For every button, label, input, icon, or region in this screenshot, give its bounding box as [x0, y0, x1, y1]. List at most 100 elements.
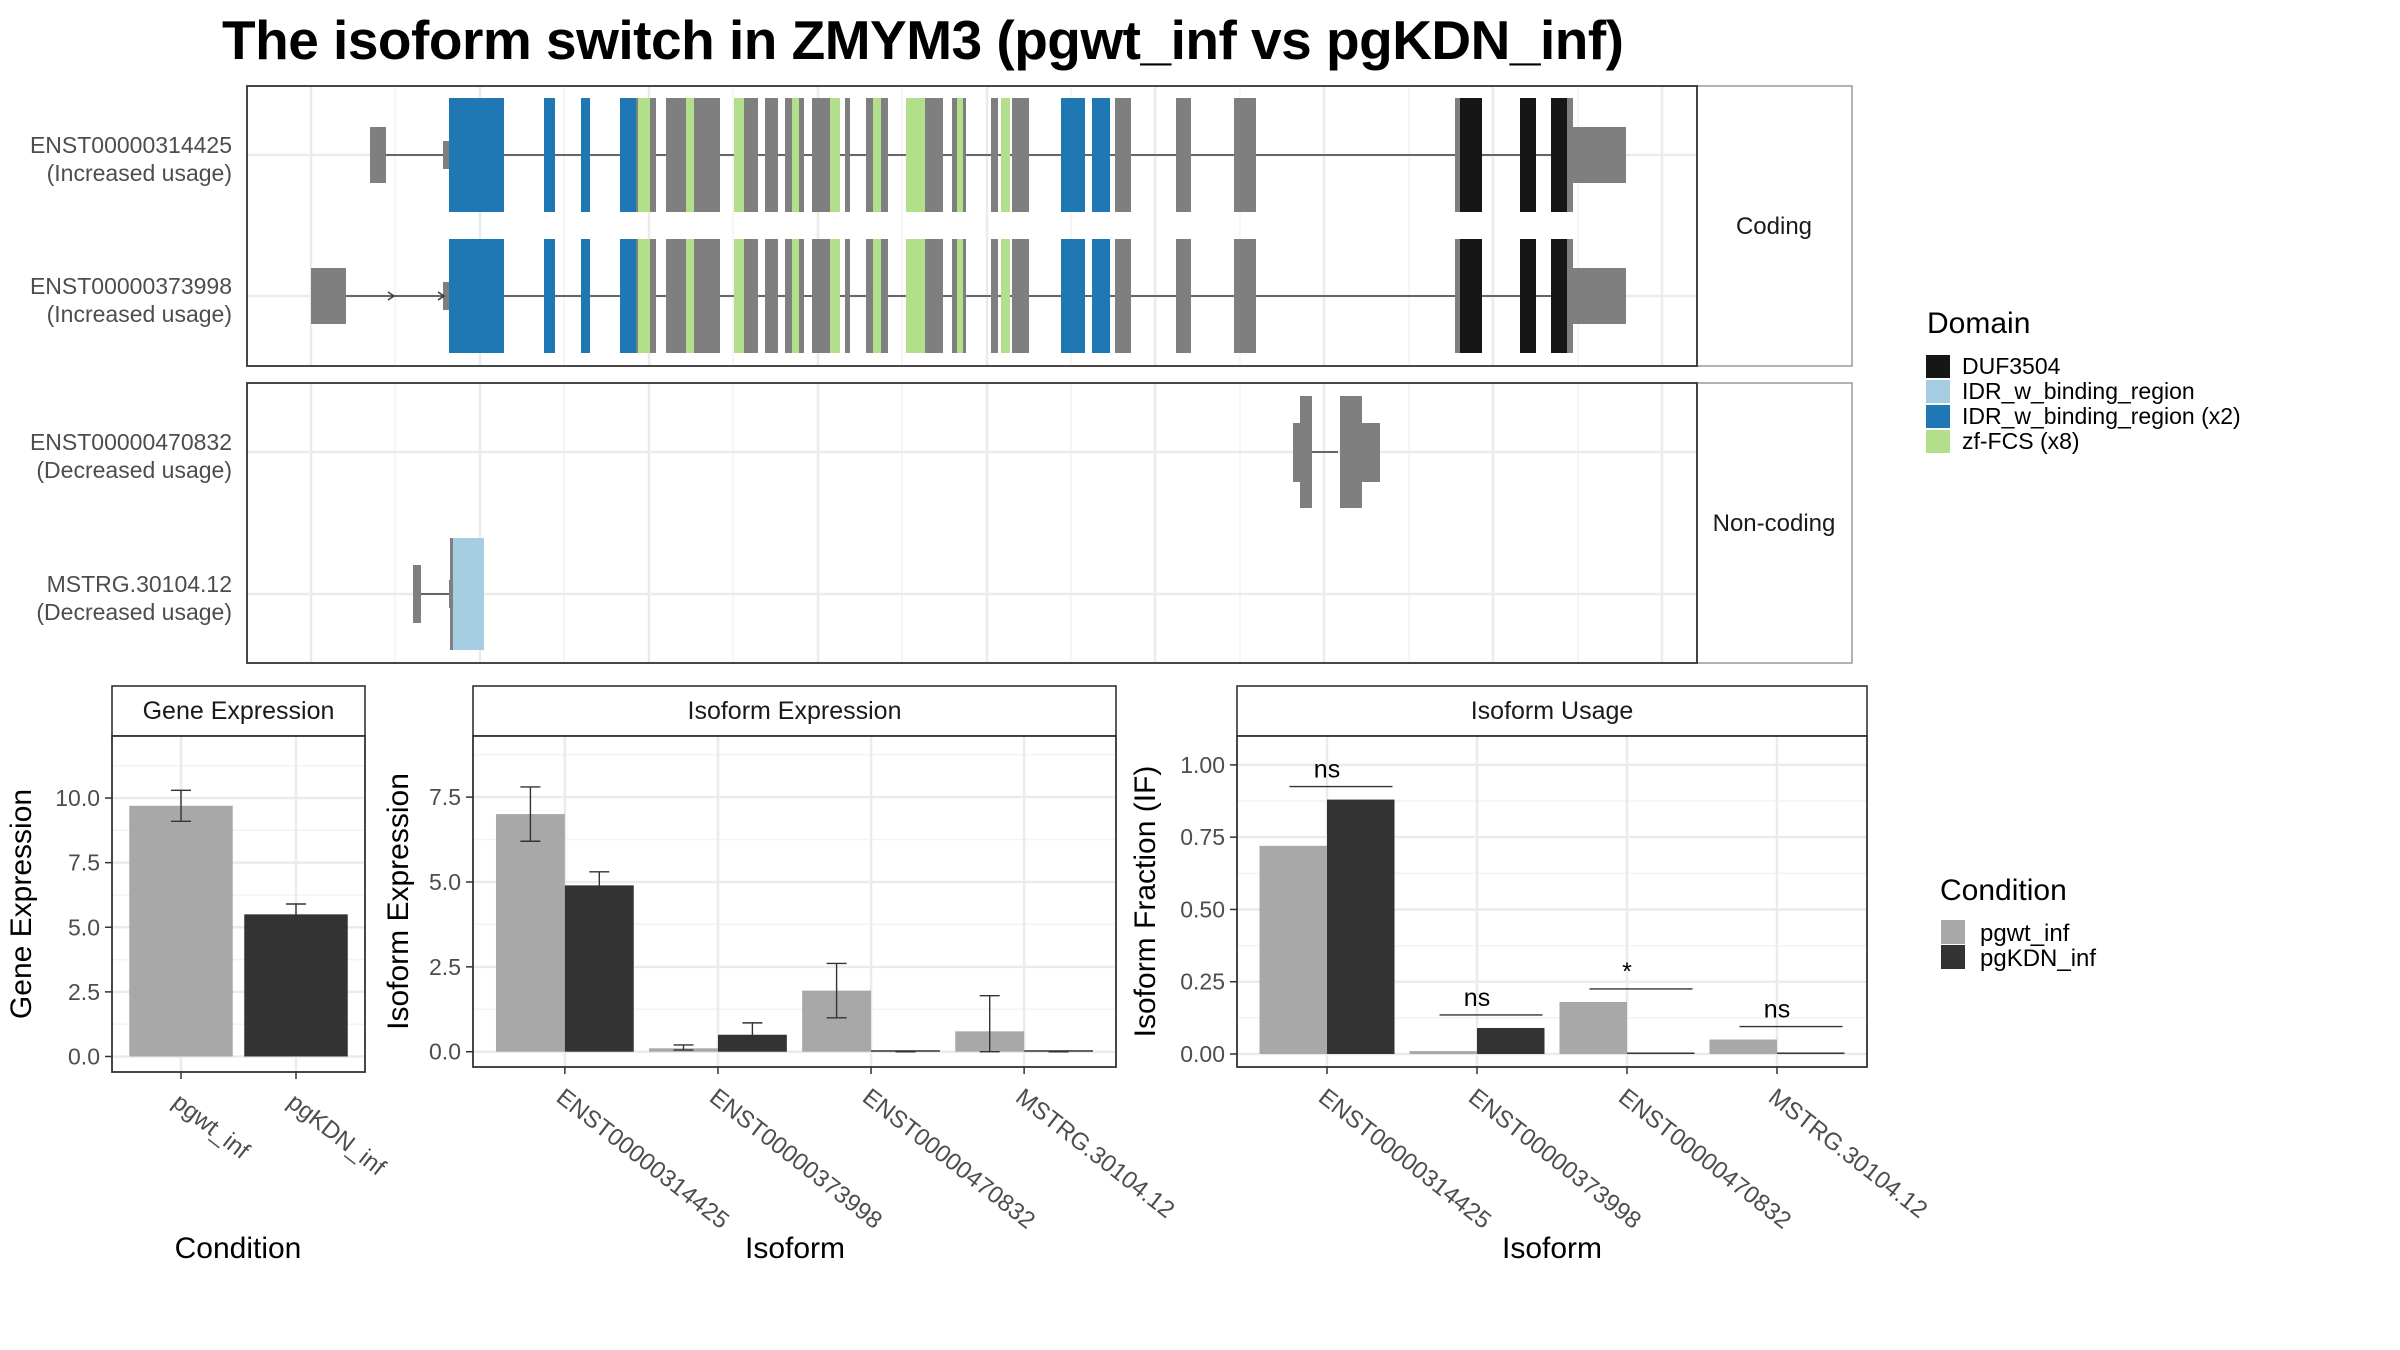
coding-exon: [797, 98, 804, 212]
x-tick-label: pgwt_inf: [167, 1088, 254, 1165]
transcript-usage-label: (Decreased usage): [36, 599, 232, 625]
domain-zf-fcs: [1001, 98, 1010, 212]
legend-label: IDR_w_binding_region: [1962, 378, 2195, 404]
transcript-id-label: ENST00000314425: [30, 132, 232, 158]
coding-exon: [694, 239, 720, 353]
y-tick-label: 0.00: [1180, 1041, 1225, 1067]
domain-idr-x2: [620, 239, 636, 353]
bar: [1477, 1027, 1545, 1054]
coding-exon: [926, 98, 943, 212]
domain-zf-fcs: [830, 239, 840, 353]
y-tick-label: 0.25: [1180, 969, 1225, 995]
noncoding-exon: [1340, 396, 1380, 508]
coding-exon: [742, 239, 758, 353]
y-tick-label: 0.50: [1180, 896, 1225, 922]
facet-strip: [1696, 382, 1853, 664]
coding-exon: [845, 239, 850, 353]
facet-strip-label: Non-coding: [1713, 510, 1836, 537]
bar: [564, 885, 634, 1052]
bar: [1627, 1052, 1695, 1054]
domain-zf-fcs: [873, 239, 881, 353]
utr-exon: [370, 127, 386, 183]
domain-zf-fcs: [873, 98, 881, 212]
domain-idr-x2: [544, 239, 555, 353]
noncoding-exon: [450, 538, 453, 650]
legend-label: IDR_w_binding_region (x2): [1962, 403, 2241, 429]
domain-zf-fcs: [638, 98, 650, 212]
domain-zf-fcs: [792, 239, 799, 353]
coding-exon: [1176, 98, 1191, 212]
x-tick-label: pgKDN_inf: [282, 1088, 390, 1181]
utr-exon: [1573, 127, 1626, 183]
domain-idr-x2: [1092, 239, 1110, 353]
domain-zf-fcs: [957, 98, 963, 212]
coding-exon: [1234, 98, 1256, 212]
x-tick-label: MSTRG.30104.12: [1010, 1083, 1179, 1223]
coding-exon: [765, 239, 778, 353]
coding-exon: [666, 239, 686, 353]
transcript-model: [1293, 396, 1380, 508]
y-tick-label: 0.0: [68, 1043, 100, 1069]
legend-label: zf-FCS (x8): [1962, 428, 2080, 454]
domain-zf-fcs: [686, 239, 694, 353]
legend-swatch: [1926, 405, 1950, 428]
y-tick-label: 2.5: [429, 954, 461, 980]
y-tick-label: 0.0: [429, 1039, 461, 1065]
facet-strip-label: Isoform Usage: [1471, 697, 1634, 725]
bar: [1327, 799, 1395, 1054]
facet-strip-label: Coding: [1736, 213, 1812, 240]
utr-exon: [443, 282, 450, 310]
coding-exon: [1012, 239, 1018, 353]
domain-zf-fcs: [906, 98, 925, 212]
y-axis-title: Gene Expression: [5, 789, 38, 1019]
transcript-id-label: ENST00000470832: [30, 429, 232, 455]
coding-exon: [820, 239, 831, 353]
intron-arrow: [387, 291, 396, 301]
domain-zf-fcs: [734, 98, 744, 212]
y-tick-label: 2.5: [68, 979, 100, 1005]
legend-swatch: [1941, 920, 1965, 944]
bar: [871, 1050, 940, 1052]
domain-idr-x2: [544, 98, 555, 212]
legend-swatch: [1926, 380, 1950, 403]
panel-border: [246, 382, 1698, 664]
significance-label: ns: [1464, 984, 1490, 1012]
bar: [1259, 845, 1327, 1054]
domain-zf-fcs: [734, 239, 744, 353]
y-tick-label: 0.75: [1180, 824, 1225, 850]
facet-strip: [111, 685, 366, 737]
structure-panel-bg: [247, 383, 1697, 663]
legend-label: pgKDN_inf: [1980, 945, 2096, 972]
noncoding-exon: [413, 565, 421, 623]
legend-label: pgwt_inf: [1980, 920, 2070, 947]
coding-exon: [1115, 239, 1131, 353]
bar: [1777, 1052, 1845, 1054]
coding-exon: [926, 239, 943, 353]
domain-zf-fcs: [957, 239, 963, 353]
coding-exon: [845, 98, 850, 212]
transcript-usage-label: (Increased usage): [47, 301, 232, 327]
domain-zf-fcs: [638, 239, 650, 353]
domain-zf-fcs: [1001, 239, 1010, 353]
y-tick-label: 10.0: [55, 785, 100, 811]
domain-idr-x2: [1092, 98, 1110, 212]
transcript-model: [413, 538, 484, 650]
domain-idr-x2: [1061, 98, 1085, 212]
legend-title: Condition: [1940, 874, 2067, 907]
x-axis-title: Isoform: [1502, 1232, 1602, 1265]
coding-exon: [1016, 98, 1029, 212]
panel-border: [246, 85, 1698, 367]
domain-duf3504: [1460, 239, 1482, 353]
coding-exon: [1234, 239, 1256, 353]
utr-exon: [311, 268, 346, 324]
bar: [1024, 1050, 1094, 1052]
y-axis-title: Isoform Expression: [382, 773, 415, 1030]
transcript-model: [311, 239, 1626, 353]
coding-exon: [1176, 239, 1191, 353]
domain-zf-fcs: [830, 98, 840, 212]
legend-label: DUF3504: [1962, 353, 2061, 379]
panel-border: [472, 735, 1117, 1068]
domain-idr: [450, 538, 484, 650]
coding-exon: [1567, 98, 1573, 212]
domain-duf3504: [1520, 98, 1536, 212]
